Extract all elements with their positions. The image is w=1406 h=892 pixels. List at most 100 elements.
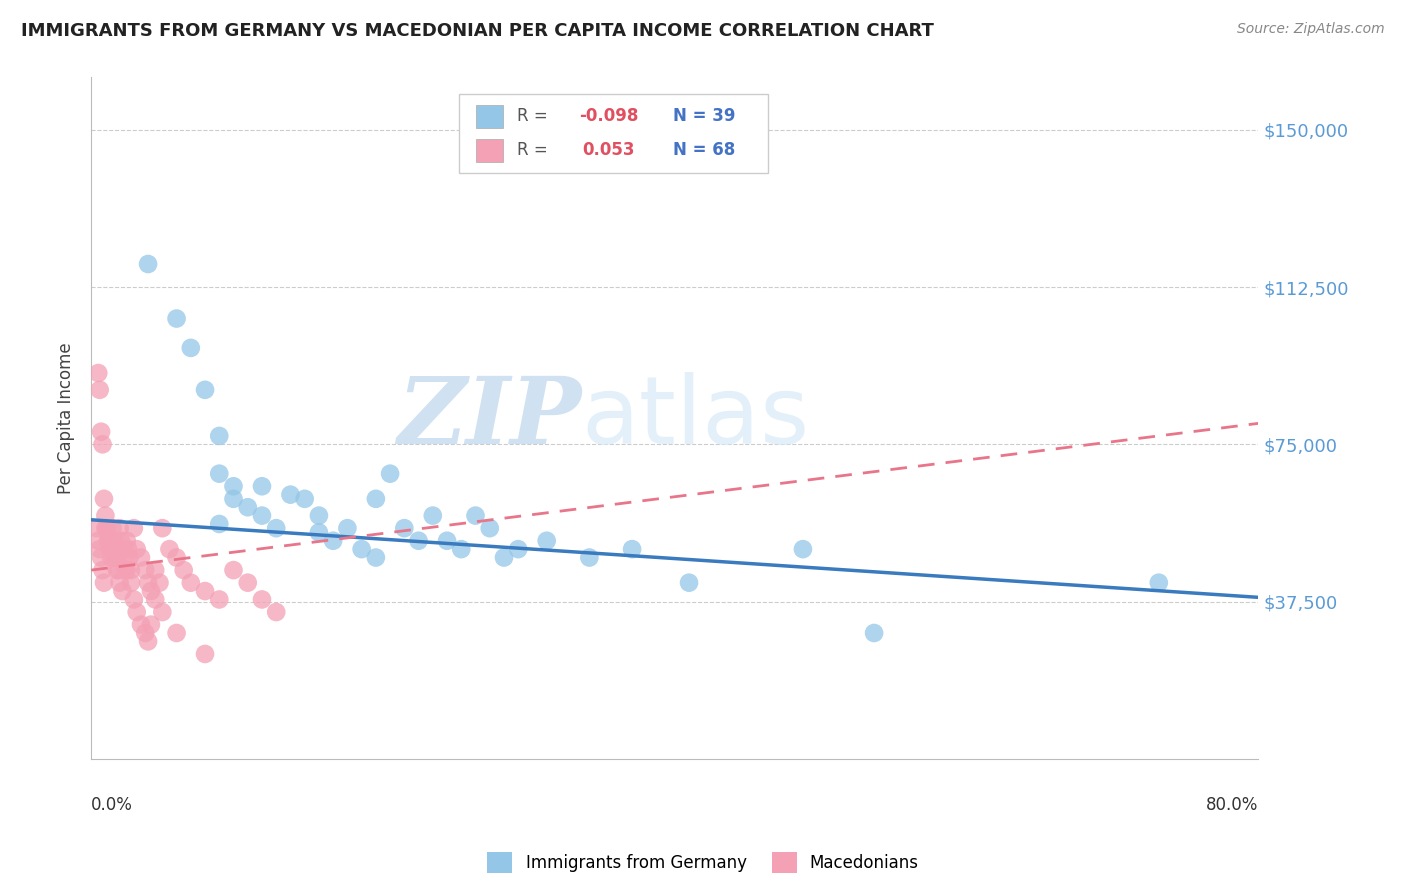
Point bbox=[103, 550, 125, 565]
Point bbox=[208, 467, 231, 481]
Text: N = 39: N = 39 bbox=[672, 107, 735, 125]
Point bbox=[134, 626, 156, 640]
Point bbox=[136, 257, 159, 271]
Point bbox=[208, 592, 231, 607]
Point bbox=[364, 491, 387, 506]
Point bbox=[194, 383, 217, 397]
Point bbox=[136, 575, 159, 590]
Point bbox=[97, 533, 120, 548]
Point bbox=[194, 584, 217, 599]
Point bbox=[364, 550, 387, 565]
Point bbox=[93, 575, 115, 590]
Point bbox=[143, 592, 166, 607]
Point bbox=[280, 488, 302, 502]
Point bbox=[115, 563, 138, 577]
Point bbox=[450, 542, 472, 557]
Point bbox=[110, 533, 132, 548]
Point bbox=[166, 311, 188, 326]
Point bbox=[122, 521, 145, 535]
Text: 0.053: 0.053 bbox=[582, 141, 636, 160]
Point bbox=[122, 592, 145, 607]
Point bbox=[100, 542, 122, 557]
Point bbox=[308, 525, 330, 540]
Point bbox=[94, 521, 117, 535]
Point bbox=[150, 605, 173, 619]
Point bbox=[150, 521, 173, 535]
Point bbox=[108, 575, 131, 590]
Point bbox=[621, 542, 644, 557]
Point bbox=[86, 521, 108, 535]
FancyBboxPatch shape bbox=[458, 95, 768, 173]
Text: N = 68: N = 68 bbox=[672, 141, 735, 160]
Point bbox=[98, 542, 121, 557]
Point bbox=[336, 521, 359, 535]
Point bbox=[492, 550, 515, 565]
Legend: Immigrants from Germany, Macedonians: Immigrants from Germany, Macedonians bbox=[481, 846, 925, 880]
Point bbox=[166, 550, 188, 565]
Point bbox=[134, 563, 156, 577]
Point bbox=[104, 542, 127, 557]
Point bbox=[136, 634, 159, 648]
Point bbox=[173, 563, 195, 577]
Point bbox=[117, 542, 139, 557]
Point bbox=[139, 584, 162, 599]
Point bbox=[222, 491, 245, 506]
Point bbox=[143, 563, 166, 577]
Point bbox=[90, 550, 112, 565]
Point bbox=[678, 575, 700, 590]
Point bbox=[97, 533, 120, 548]
Point bbox=[194, 647, 217, 661]
Point bbox=[578, 550, 600, 565]
Point bbox=[408, 533, 430, 548]
Point bbox=[208, 516, 231, 531]
Point bbox=[222, 563, 245, 577]
Point bbox=[236, 500, 259, 515]
Point bbox=[236, 575, 259, 590]
Point bbox=[180, 575, 202, 590]
Point bbox=[125, 605, 148, 619]
Point bbox=[350, 542, 373, 557]
Point bbox=[112, 550, 135, 565]
Point bbox=[536, 533, 558, 548]
Point bbox=[250, 592, 273, 607]
Point bbox=[105, 550, 128, 565]
Point bbox=[792, 542, 814, 557]
Point bbox=[129, 617, 152, 632]
Text: R =: R = bbox=[517, 107, 554, 125]
Point bbox=[89, 383, 111, 397]
Point bbox=[93, 491, 115, 506]
Text: -0.098: -0.098 bbox=[579, 107, 638, 125]
Point bbox=[294, 491, 316, 506]
Point bbox=[105, 563, 128, 577]
Point bbox=[120, 563, 142, 577]
Point bbox=[863, 626, 886, 640]
Text: R =: R = bbox=[517, 141, 558, 160]
Point bbox=[166, 626, 188, 640]
Point bbox=[422, 508, 444, 523]
Point bbox=[89, 542, 111, 557]
FancyBboxPatch shape bbox=[477, 105, 503, 128]
Point bbox=[111, 542, 134, 557]
Point bbox=[120, 575, 142, 590]
Point bbox=[111, 584, 134, 599]
Point bbox=[1147, 575, 1170, 590]
Point bbox=[115, 533, 138, 548]
Point bbox=[478, 521, 501, 535]
Y-axis label: Per Capita Income: Per Capita Income bbox=[58, 343, 75, 494]
Point bbox=[264, 521, 287, 535]
Point bbox=[91, 437, 114, 451]
Point bbox=[96, 521, 118, 535]
Text: IMMIGRANTS FROM GERMANY VS MACEDONIAN PER CAPITA INCOME CORRELATION CHART: IMMIGRANTS FROM GERMANY VS MACEDONIAN PE… bbox=[21, 22, 934, 40]
Point bbox=[100, 550, 122, 565]
Text: ZIP: ZIP bbox=[396, 373, 582, 463]
Point bbox=[107, 563, 129, 577]
Point bbox=[180, 341, 202, 355]
Point bbox=[436, 533, 458, 548]
Text: Source: ZipAtlas.com: Source: ZipAtlas.com bbox=[1237, 22, 1385, 37]
Point bbox=[508, 542, 530, 557]
Point bbox=[250, 508, 273, 523]
Point bbox=[394, 521, 416, 535]
Point bbox=[129, 550, 152, 565]
Point bbox=[378, 467, 401, 481]
Text: 80.0%: 80.0% bbox=[1206, 797, 1258, 814]
